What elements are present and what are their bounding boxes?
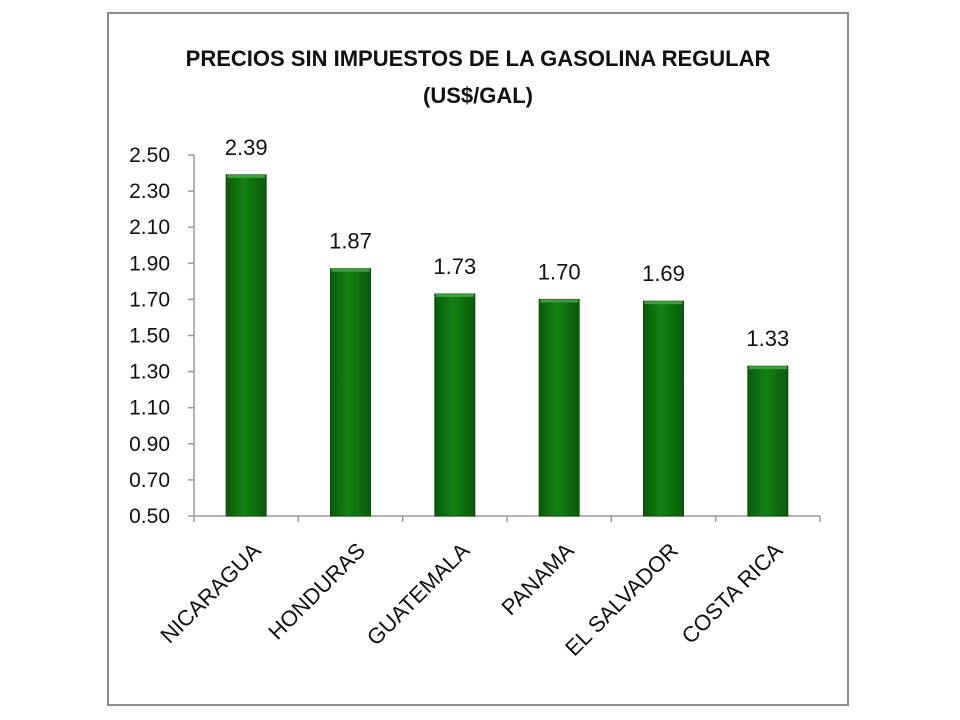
data-label: 1.70 (538, 259, 581, 284)
category-label: EL SALVADOR (560, 538, 683, 661)
bar-top-highlight (227, 174, 266, 178)
y-tick-label: 0.90 (129, 433, 170, 456)
chart-title: PRECIOS SIN IMPUESTOS DE LA GASOLINA REG… (186, 46, 771, 71)
x-axis (193, 515, 821, 522)
bar-el-salvador (643, 300, 684, 517)
y-tick-label: 1.70 (129, 288, 170, 311)
y-tick-label: 0.70 (129, 469, 170, 492)
y-tick-label: 1.50 (129, 325, 170, 348)
category-label: COSTA RICA (677, 538, 788, 649)
bar-costa-rica (747, 365, 789, 517)
y-tick-label: 2.50 (129, 144, 170, 167)
bars (225, 174, 789, 517)
bar-top-highlight (435, 293, 474, 297)
data-labels: 2.39 1.87 1.73 1.70 1.69 1.33 (225, 135, 789, 351)
data-label: 1.69 (642, 261, 685, 286)
y-tick-label: 1.30 (129, 361, 170, 384)
bar-nicaragua (225, 174, 267, 517)
y-tick-label: 0.50 (129, 505, 170, 528)
bar-top-highlight (644, 301, 683, 305)
category-label: GUATEMALA (362, 538, 475, 651)
bar-top-highlight (540, 299, 579, 303)
y-tick-label: 1.90 (129, 252, 170, 275)
bar-top-highlight (331, 268, 370, 272)
y-tick-label: 1.10 (129, 397, 170, 420)
category-label: PANAMA (496, 538, 578, 620)
bar-honduras (330, 268, 371, 517)
category-label: NICARAGUA (156, 538, 266, 648)
y-tick-label: 2.10 (129, 216, 170, 239)
bar-top-highlight (748, 366, 787, 370)
data-label: 2.39 (225, 135, 268, 160)
data-label: 1.87 (329, 229, 372, 254)
data-label: 1.73 (433, 254, 476, 279)
y-axis: 0.50 0.70 0.90 1.10 1.30 1.50 1.70 1.90 2.10 2.30… (129, 144, 195, 528)
chart-subtitle: (US$/GAL) (423, 83, 533, 108)
y-tick-label: 2.30 (129, 180, 170, 203)
bar-guatemala (434, 293, 476, 517)
data-label: 1.33 (746, 326, 789, 351)
bar-panama (538, 298, 580, 517)
category-label: HONDURAS (263, 538, 370, 645)
